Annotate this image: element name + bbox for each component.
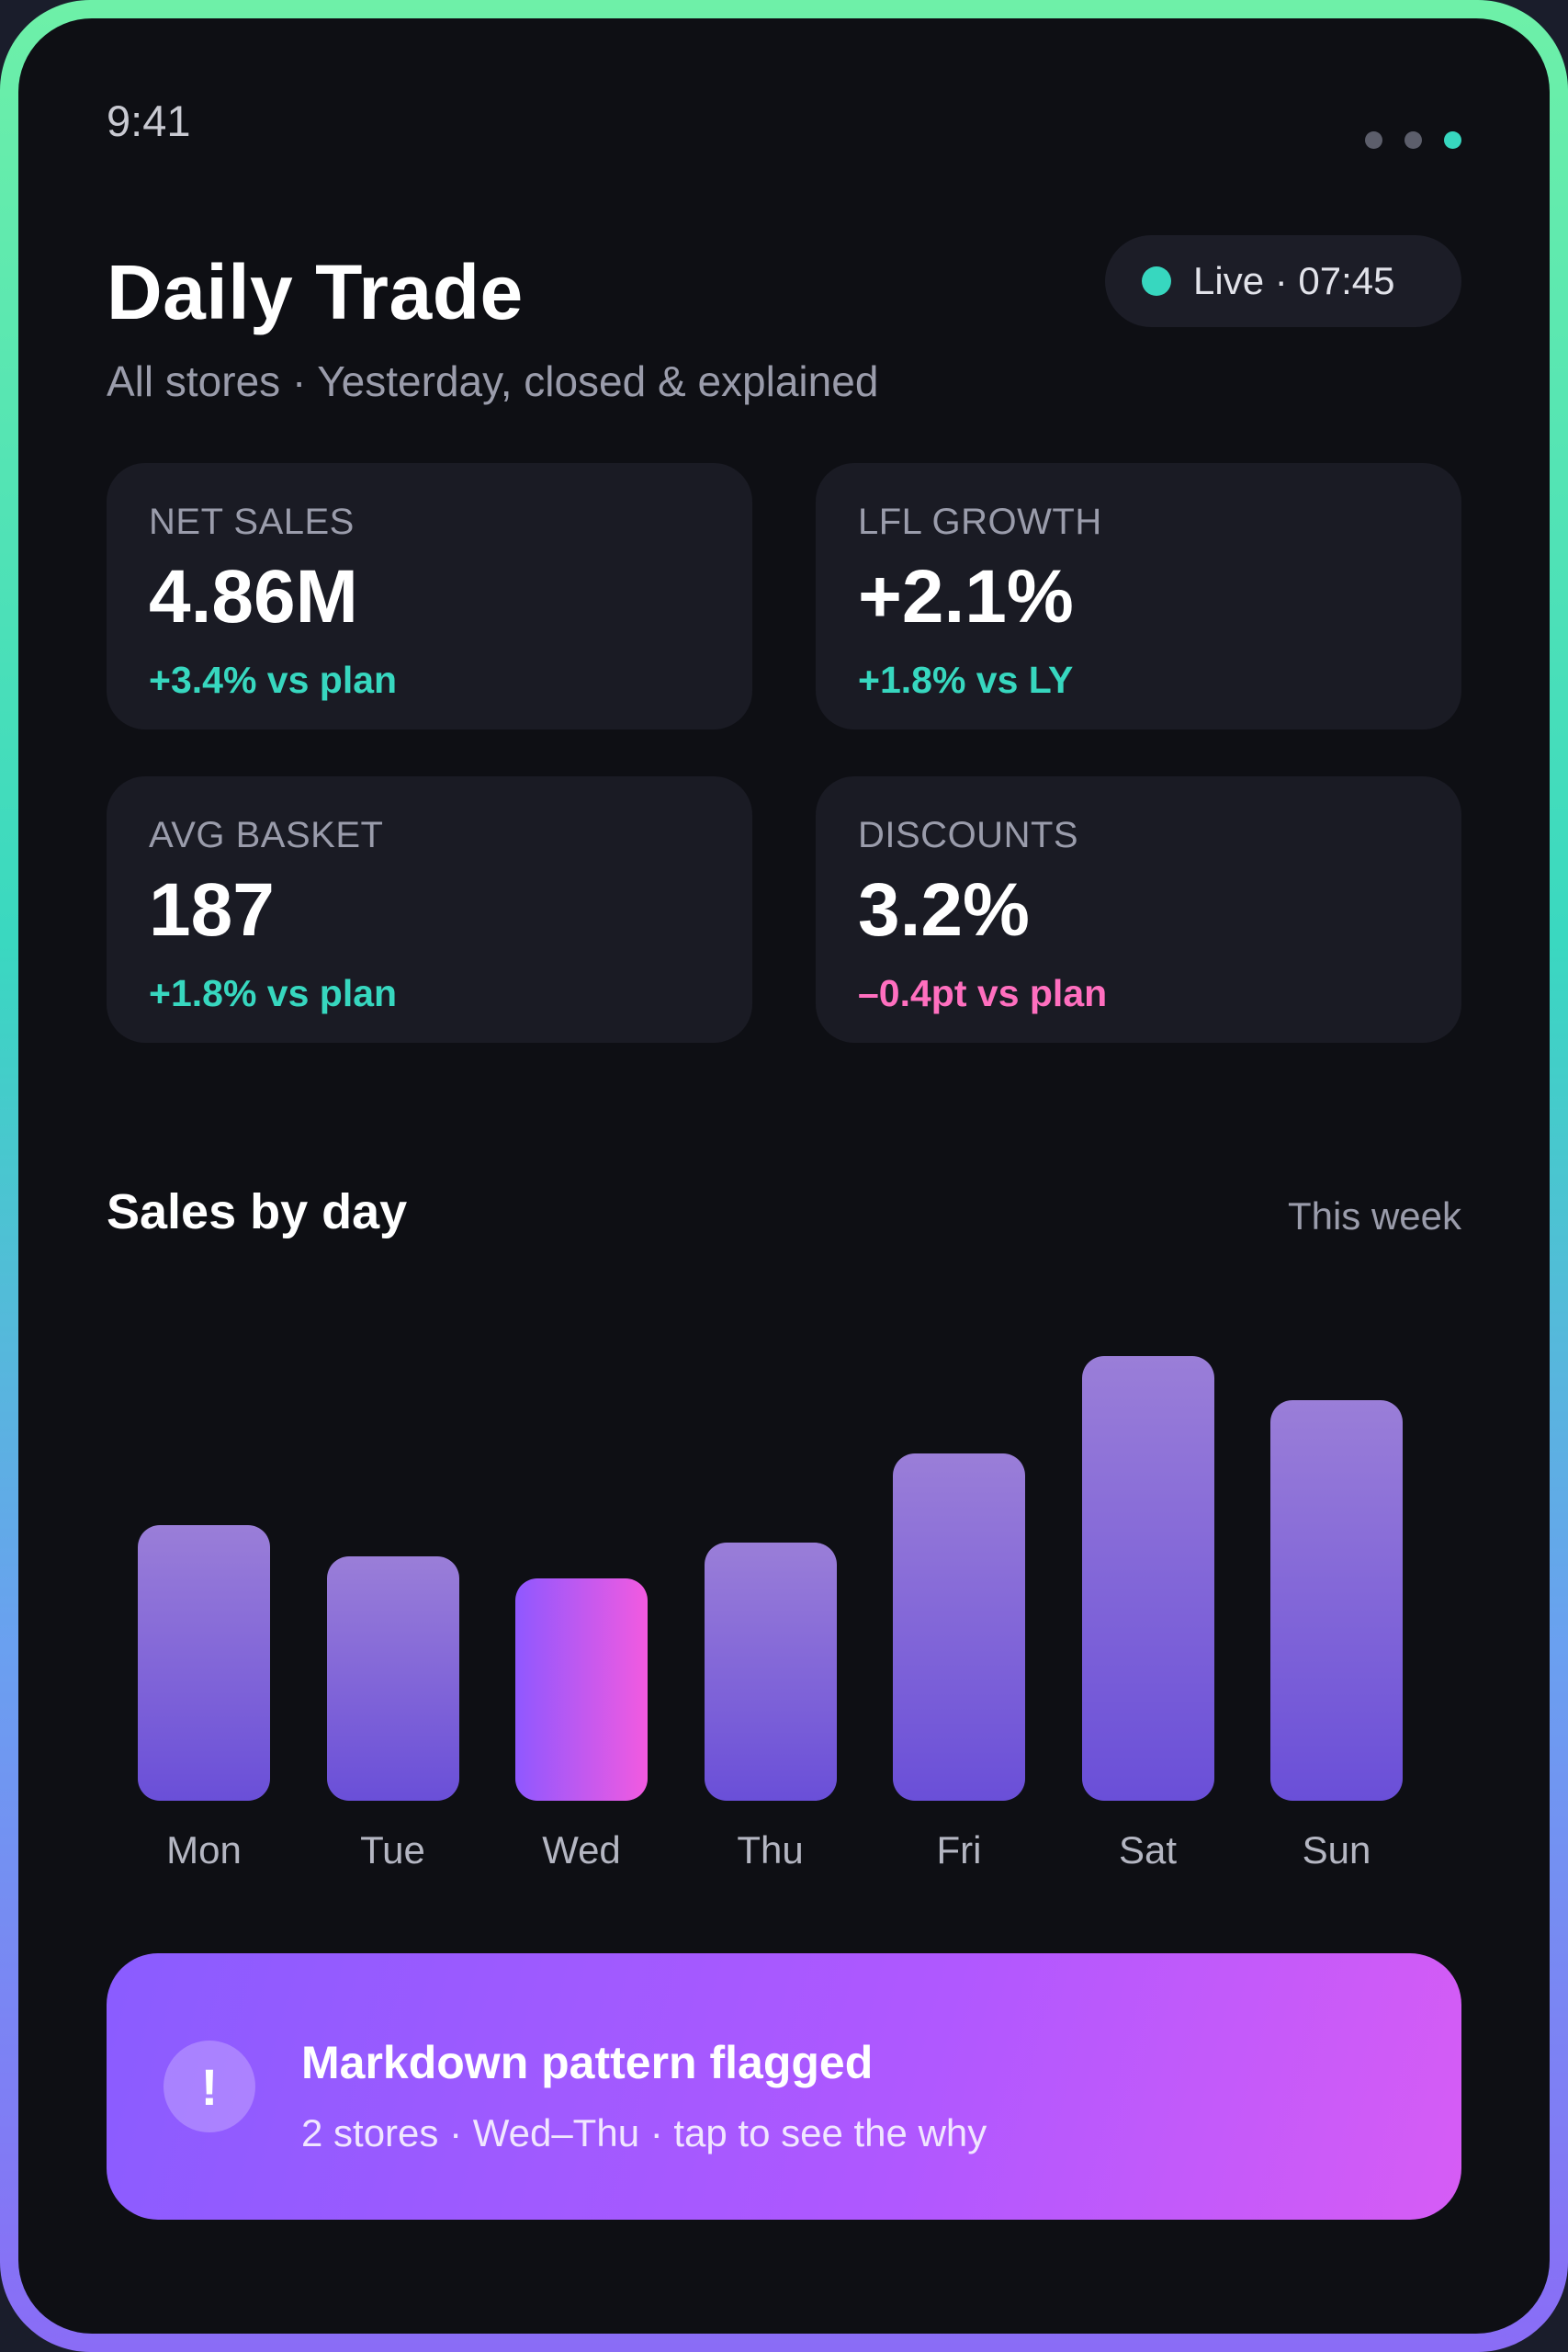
kpi-delta: –0.4pt vs plan [858, 972, 1108, 1014]
kpi-card-lfl-growth[interactable]: LFL GROWTH +2.1% +1.8% vs LY [816, 463, 1461, 729]
kpi-card-avg-basket[interactable]: AVG BASKET 187 +1.8% vs plan [107, 776, 752, 1043]
page-subtitle: All stores · Yesterday, closed & explain… [107, 357, 879, 405]
bar-mon[interactable] [138, 1524, 270, 1801]
alert-title: Markdown pattern flagged [301, 2037, 874, 2088]
bar-label-fri: Fri [936, 1828, 982, 1871]
chart-period-selector[interactable]: This week [1287, 1194, 1461, 1238]
kpi-delta: +1.8% vs plan [149, 972, 398, 1014]
bar-label-sun: Sun [1302, 1828, 1371, 1871]
page-dot[interactable] [1404, 131, 1422, 149]
kpi-value: 4.86M [149, 555, 358, 639]
bar-label-tue: Tue [360, 1828, 425, 1871]
bar-wed[interactable] [515, 1578, 648, 1801]
bar-thu[interactable] [704, 1543, 837, 1801]
kpi-card-net-sales[interactable]: NET SALES 4.86M +3.4% vs plan [107, 463, 752, 729]
bar-label-wed: Wed [542, 1828, 621, 1871]
kpi-label: DISCOUNTS [858, 815, 1079, 855]
live-dot-icon [1142, 266, 1171, 296]
live-status-label: Live · 07:45 [1193, 259, 1395, 302]
app-screen: 9:41 Daily Trade All stores · Yesterday,… [18, 18, 1550, 2334]
kpi-value: +2.1% [858, 555, 1074, 639]
bar-label-sat: Sat [1118, 1828, 1178, 1871]
bar-tue[interactable] [326, 1555, 459, 1801]
chart-title: Sales by day [107, 1184, 408, 1239]
kpi-label: AVG BASKET [149, 815, 384, 855]
bar-sat[interactable] [1081, 1356, 1214, 1801]
page-indicator[interactable] [1365, 131, 1461, 149]
markdown-alert-banner[interactable]: ! Markdown pattern flagged 2 stores · We… [107, 1953, 1461, 2220]
alert-subtitle: 2 stores · Wed–Thu · tap to see the why [301, 2111, 987, 2154]
kpi-delta: +3.4% vs plan [149, 659, 398, 701]
bar-label-mon: Mon [166, 1828, 242, 1871]
bar-label-thu: Thu [737, 1828, 804, 1871]
page-dot-active[interactable] [1444, 131, 1461, 149]
kpi-value: 187 [149, 868, 275, 952]
kpi-delta: +1.8% vs LY [858, 659, 1074, 701]
bar-fri[interactable] [893, 1453, 1025, 1801]
live-status-badge[interactable]: Live · 07:45 [1105, 235, 1461, 327]
exclamation-icon: ! [164, 2041, 255, 2132]
sales-by-day-chart: Mon Tue Wed Thu Fri Sat Sun [107, 1286, 1461, 1893]
status-time: 9:41 [107, 96, 191, 145]
kpi-value: 3.2% [858, 868, 1030, 952]
kpi-label: NET SALES [149, 502, 355, 542]
page-dot[interactable] [1365, 131, 1382, 149]
kpi-card-discounts[interactable]: DISCOUNTS 3.2% –0.4pt vs plan [816, 776, 1461, 1043]
kpi-label: LFL GROWTH [858, 502, 1102, 542]
bar-sun[interactable] [1270, 1400, 1403, 1801]
page-title: Daily Trade [107, 249, 524, 335]
